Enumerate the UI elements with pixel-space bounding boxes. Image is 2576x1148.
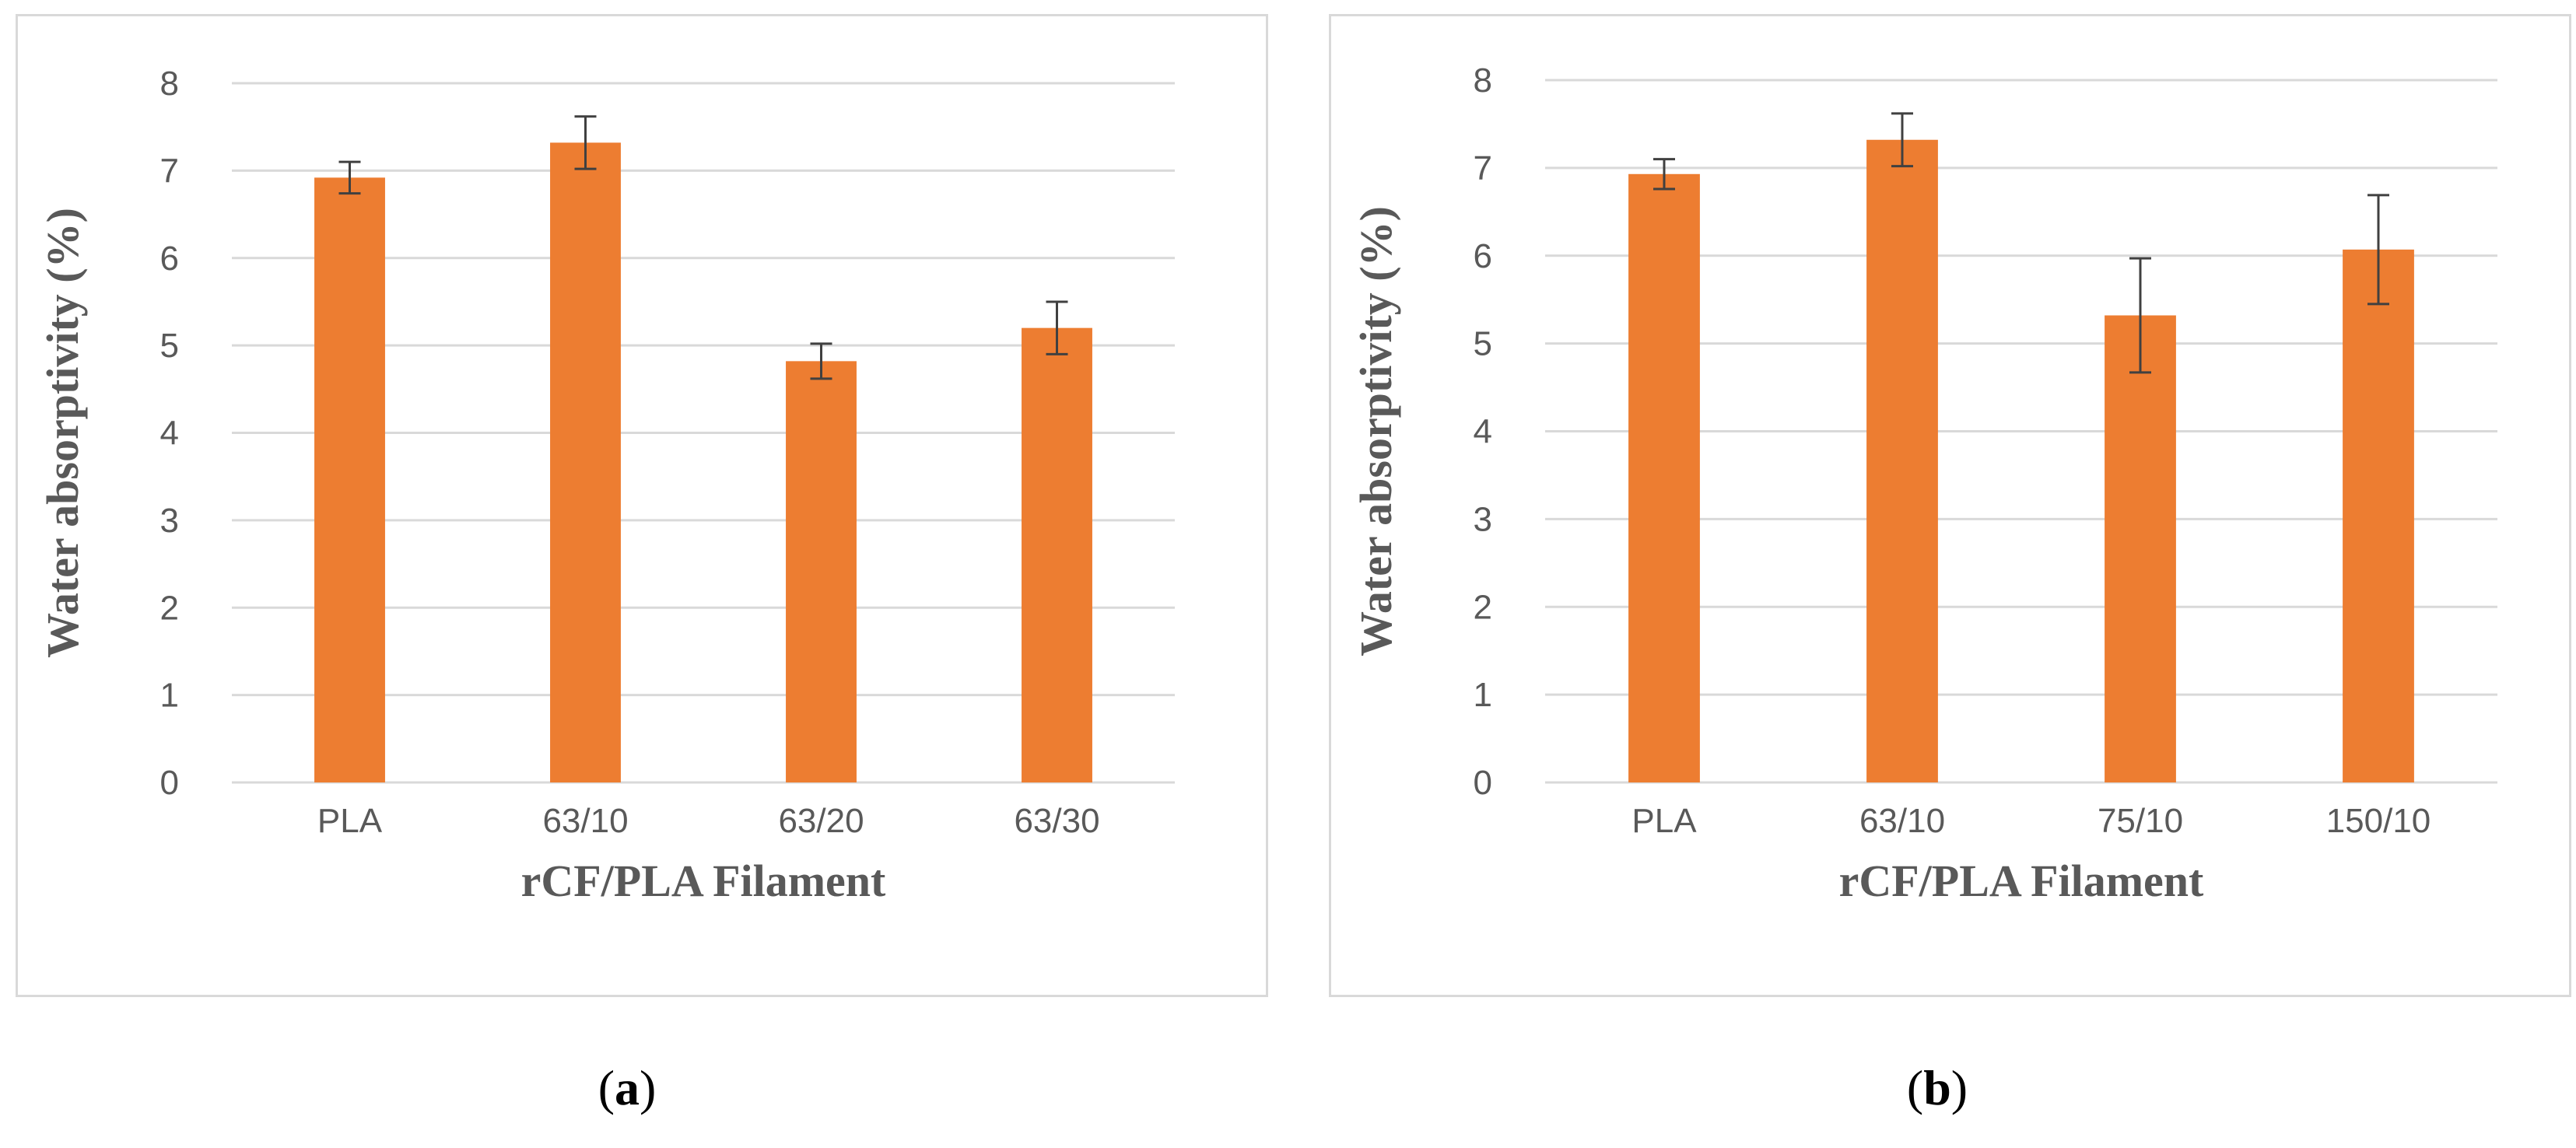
- y-tick-label-b-4: 4: [1474, 413, 1492, 451]
- y-tick-label-a-4: 4: [160, 415, 179, 453]
- y-tick-label-b-2: 2: [1474, 588, 1492, 626]
- bar-b-3: [2343, 249, 2414, 782]
- y-tick-label-b-8: 8: [1474, 61, 1492, 100]
- y-tick-label-a-6: 6: [160, 240, 179, 278]
- y-tick-label-a-7: 7: [160, 152, 179, 190]
- x-tick-label-b-2: 75/10: [2098, 802, 2183, 840]
- y-tick-label-b-7: 7: [1474, 149, 1492, 187]
- chart-a: 0 1 2 3 4 5 6 7 8 PLA 63/10 63/20 63/30 rCF/PLA Filam…: [37, 65, 1175, 906]
- y-tick-label-b-3: 3: [1474, 500, 1492, 538]
- x-tick-label-b-0: PLA: [1631, 802, 1697, 840]
- bar-a-2: [786, 361, 857, 782]
- x-axis-title-a: rCF/PLA Filament: [521, 856, 886, 906]
- bar-a-0: [314, 177, 385, 783]
- x-tick-label-a-2: 63/20: [778, 802, 864, 840]
- x-tick-label-b-3: 150/10: [2326, 802, 2431, 840]
- x-tick-label-b-1: 63/10: [1859, 802, 1945, 840]
- y-tick-label-a-0: 0: [160, 764, 179, 802]
- y-tick-label-a-3: 3: [160, 502, 179, 540]
- bar-a-1: [550, 142, 621, 783]
- x-tick-label-a-0: PLA: [317, 802, 383, 840]
- x-tick-label-a-1: 63/10: [542, 802, 628, 840]
- y-tick-label-b-1: 1: [1474, 676, 1492, 714]
- y-axis-title-b: Water absorptivity (%): [1351, 206, 1401, 656]
- bar-a-3: [1022, 327, 1092, 782]
- y-tick-label-a-5: 5: [160, 327, 179, 365]
- y-axis-title-a: Water absorptivity (%): [37, 208, 88, 658]
- x-tick-label-a-3: 63/30: [1014, 802, 1099, 840]
- y-tick-label-b-6: 6: [1474, 237, 1492, 275]
- y-tick-label-b-5: 5: [1474, 325, 1492, 363]
- bar-b-0: [1628, 173, 1700, 782]
- y-tick-label-a-8: 8: [160, 65, 179, 103]
- y-tick-label-a-1: 1: [160, 677, 179, 715]
- y-tick-label-a-2: 2: [160, 589, 179, 627]
- bar-b-1: [1866, 139, 1938, 782]
- caption-b: (b): [1906, 1060, 1968, 1115]
- caption-a: (a): [598, 1060, 657, 1115]
- chart-b: 0 1 2 3 4 5 6 7 8 PLA 63/10 75/10 150/10 rCF/PLA Fila…: [1351, 61, 2497, 906]
- bar-b-2: [2105, 315, 2176, 782]
- x-axis-title-b: rCF/PLA Filament: [1839, 856, 2204, 906]
- y-tick-label-b-0: 0: [1474, 764, 1492, 802]
